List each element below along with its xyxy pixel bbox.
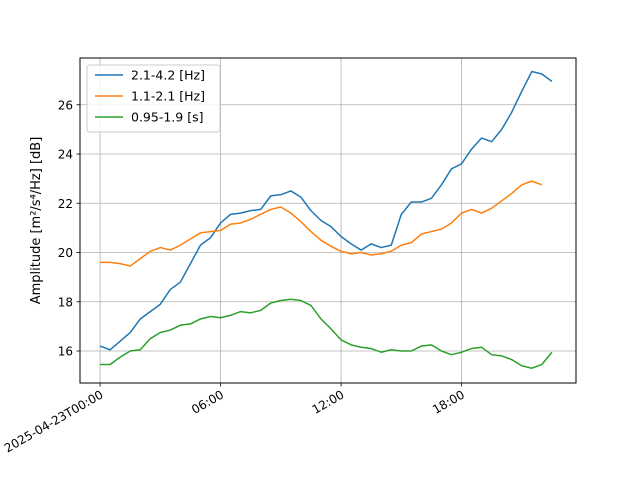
legend-box xyxy=(86,64,221,133)
grid xyxy=(80,58,576,383)
legend-label: 2.1-4.2 [Hz] xyxy=(131,68,205,83)
series-line xyxy=(100,180,543,267)
y-tick-label: 24 xyxy=(58,148,73,162)
series-line xyxy=(100,298,553,369)
y-tick-label: 26 xyxy=(58,98,73,112)
y-tick-label: 16 xyxy=(58,344,73,358)
y-tick-label: 20 xyxy=(58,246,73,260)
y-axis-label: Amplitude [m²/s⁴/Hz] [dB] xyxy=(29,137,44,305)
series-lines xyxy=(99,70,553,369)
y-tick-label: 22 xyxy=(58,197,73,211)
legend-label: 1.1-2.1 [Hz] xyxy=(131,89,205,104)
y-tick-label: 18 xyxy=(58,295,73,309)
plot-area-frame xyxy=(79,57,577,384)
legend-label: 0.95-1.9 [s] xyxy=(131,110,203,125)
series-line xyxy=(99,70,553,351)
legend: 2.1-4.2 [Hz] 1.1-2.1 [Hz] 0.95-1.9 [s] xyxy=(86,64,221,133)
